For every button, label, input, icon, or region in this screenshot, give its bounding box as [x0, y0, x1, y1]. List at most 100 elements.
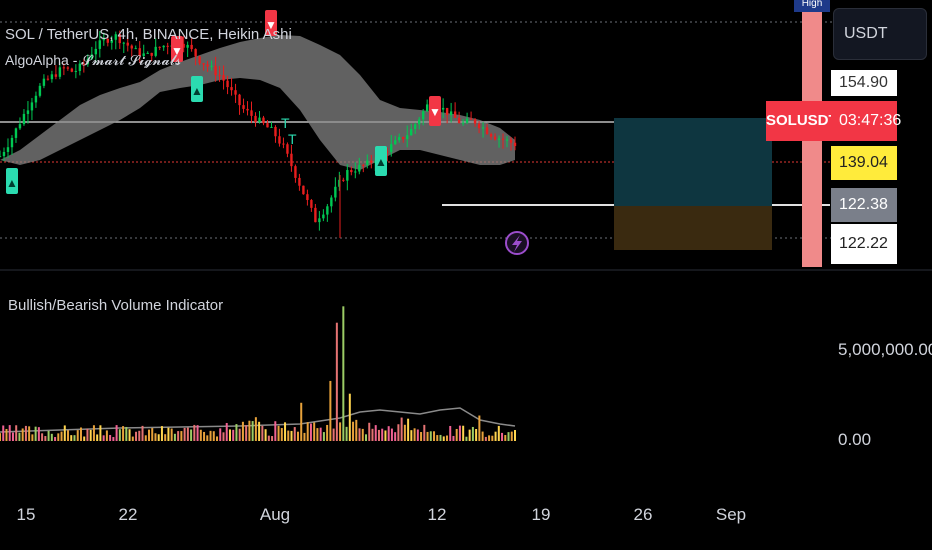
lightning-icon[interactable] [505, 231, 529, 255]
candle [110, 39, 113, 43]
candle [398, 137, 401, 141]
volume-bar [416, 429, 419, 441]
candle [106, 39, 109, 43]
volume-bar [203, 431, 206, 441]
volume-bar [271, 436, 274, 441]
candle [182, 43, 185, 48]
volume-bar [147, 429, 150, 441]
volume-bar [131, 436, 134, 441]
sell-signal-icon: ▼ [429, 105, 441, 119]
candle [421, 111, 425, 120]
candle [214, 65, 217, 76]
volume-bar [361, 428, 364, 441]
candle [477, 123, 481, 129]
volume-bar [138, 430, 141, 441]
candle [54, 74, 58, 77]
volume-bar [423, 424, 426, 441]
volume-pane-title[interactable]: Bullish/Bearish Volume Indicator [8, 297, 224, 314]
volume-bar [99, 425, 102, 441]
volume-bar [313, 422, 316, 441]
volume-bar [345, 426, 348, 441]
candle [258, 117, 261, 123]
candle [2, 151, 6, 157]
candle [134, 48, 137, 50]
volume-bar [371, 428, 374, 441]
indicator-title[interactable]: AlgoAlpha - 𝓢𝓶𝓪𝓻𝓽 𝓢𝓲𝓰𝓷𝓪𝓵𝓼 [5, 52, 181, 68]
volume-bar [24, 425, 27, 441]
candle [62, 67, 66, 69]
volume-bar [267, 435, 270, 441]
countdown-symbol-badge: SOLUSDT [766, 101, 838, 141]
volume-bar [488, 435, 491, 441]
candle [453, 111, 457, 118]
candle [338, 179, 341, 187]
candles [0, 30, 517, 238]
candle [501, 138, 505, 140]
candle [394, 140, 397, 145]
volume-bar [478, 415, 481, 441]
volume-bar [115, 425, 118, 441]
volume-bar [510, 431, 513, 441]
volume-bar [235, 424, 238, 441]
volume-bar [342, 306, 345, 441]
candle [493, 136, 497, 140]
candle [206, 64, 209, 67]
candle [190, 44, 193, 50]
volume-bar [258, 421, 261, 441]
buy-signal-marker [6, 168, 18, 194]
last-price-label: 139.04 [831, 146, 897, 180]
volume-bar [514, 430, 516, 441]
volume-bar [377, 429, 380, 441]
buy-signal-marker [375, 146, 387, 176]
currency-select[interactable]: USDT [833, 8, 927, 60]
candle [406, 135, 409, 140]
volume-bar [436, 435, 439, 441]
candle [386, 151, 389, 153]
volume-bar [390, 428, 393, 441]
volume-bar [206, 435, 209, 441]
volume-bar [491, 435, 494, 441]
candle [66, 67, 70, 69]
candle [282, 143, 285, 145]
candle [126, 42, 129, 46]
candle [286, 144, 289, 154]
volume-bar [157, 434, 160, 441]
sell-signal-icon: ▼ [171, 44, 183, 58]
candle [334, 186, 337, 198]
symbol-title[interactable]: SOL / TetherUS, 4h, BINANCE, Heikin Ashi [5, 26, 292, 43]
volume-bar [76, 430, 79, 441]
volume-bar [79, 427, 82, 441]
volume-bar [348, 393, 351, 441]
volume-bar [180, 431, 183, 441]
volume-bar [287, 430, 290, 441]
sell-signal-marker [171, 36, 183, 62]
volume-bar [89, 429, 92, 441]
currency-label: USDT [844, 25, 888, 42]
volume-bar [394, 432, 397, 441]
volume-bar [322, 432, 325, 441]
volume-bar [296, 431, 299, 441]
volume-bar [261, 425, 264, 441]
candle [298, 177, 301, 186]
candle [266, 123, 269, 128]
candle [505, 139, 509, 141]
candle [58, 67, 62, 77]
volume-bar [0, 433, 1, 441]
volume-bar [449, 425, 452, 441]
candle [210, 65, 213, 67]
candle [390, 144, 393, 153]
volume-bar [160, 426, 163, 441]
volume-bar [355, 419, 358, 441]
candle [294, 166, 297, 178]
candle [402, 137, 405, 140]
volume-bar [468, 429, 471, 441]
volume-bar [183, 427, 186, 441]
volume-bar [118, 429, 121, 441]
candle [238, 94, 241, 106]
volume-bar [2, 425, 5, 441]
volume-bar [112, 437, 115, 441]
volume-bars [0, 306, 516, 441]
level-122-22-label: 122.22 [831, 224, 897, 264]
volume-bar [462, 425, 465, 441]
